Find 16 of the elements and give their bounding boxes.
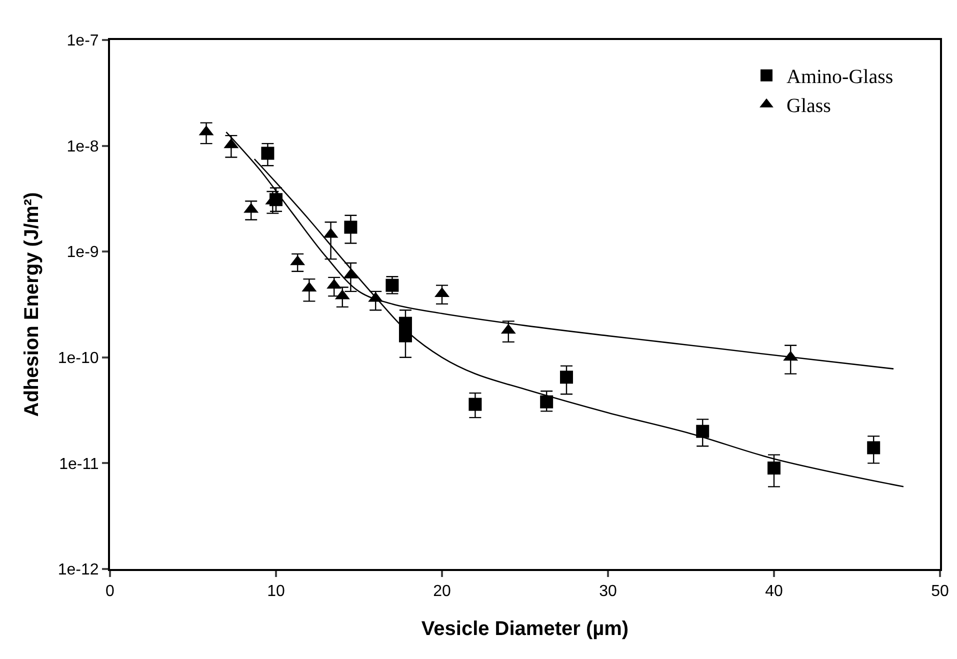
legend-label: Amino-Glass xyxy=(786,66,894,88)
x-tick-label: 50 xyxy=(931,583,949,600)
x-axis-title: Vesicle Diameter (µm) xyxy=(421,618,629,640)
x-tick-label: 20 xyxy=(433,583,451,600)
x-tick-label: 40 xyxy=(765,583,783,600)
legend-label: Glass xyxy=(786,95,832,118)
y-tick-label: 1e-7 xyxy=(66,32,99,50)
y-axis-title: Adhesion Energy (J/m²) xyxy=(20,192,43,417)
x-tick-label: 10 xyxy=(267,583,285,600)
y-tick-label: 1e-12 xyxy=(58,562,99,579)
y-tick-label: 1e-8 xyxy=(66,138,99,156)
y-tick-label: 1e-11 xyxy=(59,456,99,473)
x-tick-label: 30 xyxy=(599,583,617,600)
x-tick-label: 0 xyxy=(106,583,115,600)
y-tick-label: 1e-9 xyxy=(66,244,99,262)
y-tick-label: 1e-10 xyxy=(58,350,99,367)
